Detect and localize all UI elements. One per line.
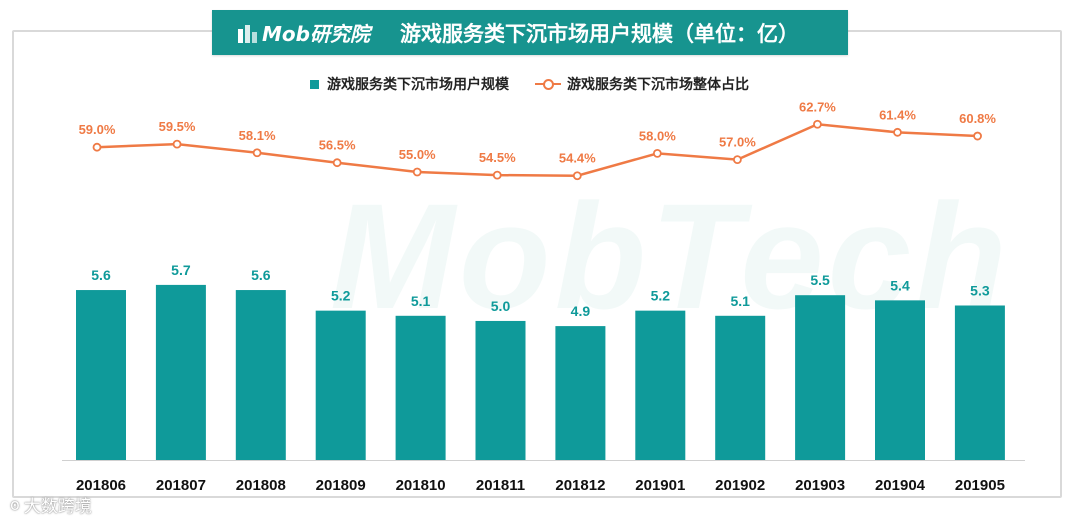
- source-mark-text: 大数跨境: [23, 497, 92, 517]
- x-tick-201905: 201905: [955, 477, 1005, 494]
- line-point-201901: [652, 148, 662, 158]
- x-tick-201806: 201806: [76, 477, 126, 494]
- x-tick-201809: 201809: [316, 477, 366, 494]
- bar-201810: [395, 315, 446, 460]
- bar-201902: [715, 315, 766, 460]
- line-point-201904: [893, 127, 902, 137]
- line-point-201809: [332, 158, 342, 168]
- legend-bar-label: 游戏服务类下沉市场用户规模: [327, 77, 509, 93]
- x-tick-201807: 201807: [156, 477, 206, 494]
- x-tick-201901: 201901: [635, 477, 685, 494]
- line-label-201902: 57.0%: [719, 135, 756, 150]
- line-point-201812: [572, 171, 582, 181]
- line-point-201808: [252, 148, 262, 158]
- bar-label-201808: 5.6: [251, 267, 271, 283]
- bar-201812: [555, 326, 606, 460]
- bar-201903: [795, 295, 846, 460]
- x-tick-201811: 201811: [476, 477, 525, 494]
- bar-label-201904: 5.4: [890, 277, 910, 293]
- bar-label-201811: 5.0: [491, 298, 511, 314]
- legend-bar-swatch: [310, 79, 319, 89]
- bar-label-201807: 5.7: [171, 262, 191, 278]
- source-mark: ꙩ 大数跨境: [10, 492, 92, 517]
- x-tick-201904: 201904: [875, 477, 926, 494]
- line-series: [96, 122, 978, 177]
- line-label-201905: 60.8%: [959, 111, 996, 126]
- line-label-201807: 59.5%: [159, 119, 196, 134]
- bar-201809: [315, 310, 366, 460]
- logo-mark-icon: [236, 23, 258, 43]
- line-label-201901: 58.0%: [639, 128, 676, 143]
- legend-line-swatch: [535, 78, 561, 90]
- line-point-201903: [813, 119, 822, 129]
- bar-label-201905: 5.3: [970, 283, 990, 299]
- line-label-201904: 61.4%: [879, 107, 916, 122]
- bar-201807: [155, 284, 206, 460]
- bar-201904: [875, 300, 925, 460]
- bar-label-201806: 5.6: [91, 267, 111, 283]
- line-point-201810: [412, 167, 422, 177]
- bar-label-201812: 4.9: [571, 303, 591, 319]
- logo: Mob研究院: [236, 18, 370, 47]
- bar-201808: [235, 290, 286, 460]
- logo-text: Mob研究院: [262, 22, 370, 46]
- line-label-201809: 56.5%: [319, 138, 356, 153]
- line-label-201806: 59.0%: [79, 122, 116, 137]
- bar-201905: [954, 305, 1005, 460]
- x-tick-201812: 201812: [555, 477, 605, 494]
- line-point-201806: [92, 142, 102, 152]
- legend: 游戏服务类下沉市场用户规模 游戏服务类下沉市场整体占比: [310, 74, 775, 94]
- legend-item-line: 游戏服务类下沉市场整体占比: [535, 74, 749, 94]
- line-label-201812: 54.4%: [559, 151, 596, 166]
- bar-label-201809: 5.2: [331, 288, 351, 304]
- legend-item-bar: 游戏服务类下沉市场用户规模: [310, 74, 509, 94]
- bar-label-201901: 5.2: [651, 288, 671, 304]
- line-label-201808: 58.1%: [239, 128, 276, 143]
- line-point-201807: [172, 139, 182, 149]
- bar-201806: [76, 290, 126, 460]
- weibo-like-icon: ꙩ: [10, 495, 20, 514]
- legend-line-label: 游戏服务类下沉市场整体占比: [567, 77, 749, 93]
- line-point-201905: [973, 131, 982, 141]
- x-tick-201808: 201808: [236, 477, 286, 494]
- bar-201901: [635, 310, 686, 460]
- x-tick-201903: 201903: [795, 477, 845, 494]
- bar-201811: [475, 320, 526, 460]
- line-label-201810: 55.0%: [399, 147, 436, 162]
- line-label-201903: 62.7%: [799, 99, 836, 114]
- line-point-201811: [492, 170, 502, 180]
- line-point-201902: [733, 155, 742, 165]
- bar-label-201902: 5.1: [730, 293, 750, 309]
- line-label-201811: 54.5%: [479, 150, 516, 165]
- x-tick-201902: 201902: [715, 477, 765, 494]
- bar-label-201810: 5.1: [411, 293, 431, 309]
- x-tick-201810: 201810: [396, 477, 446, 494]
- title-bar: Mob研究院 游戏服务类下沉市场用户规模（单位：亿）: [212, 10, 848, 55]
- bar-label-201903: 5.5: [810, 272, 830, 288]
- chart-title: 游戏服务类下沉市场用户规模（单位：亿）: [399, 21, 799, 46]
